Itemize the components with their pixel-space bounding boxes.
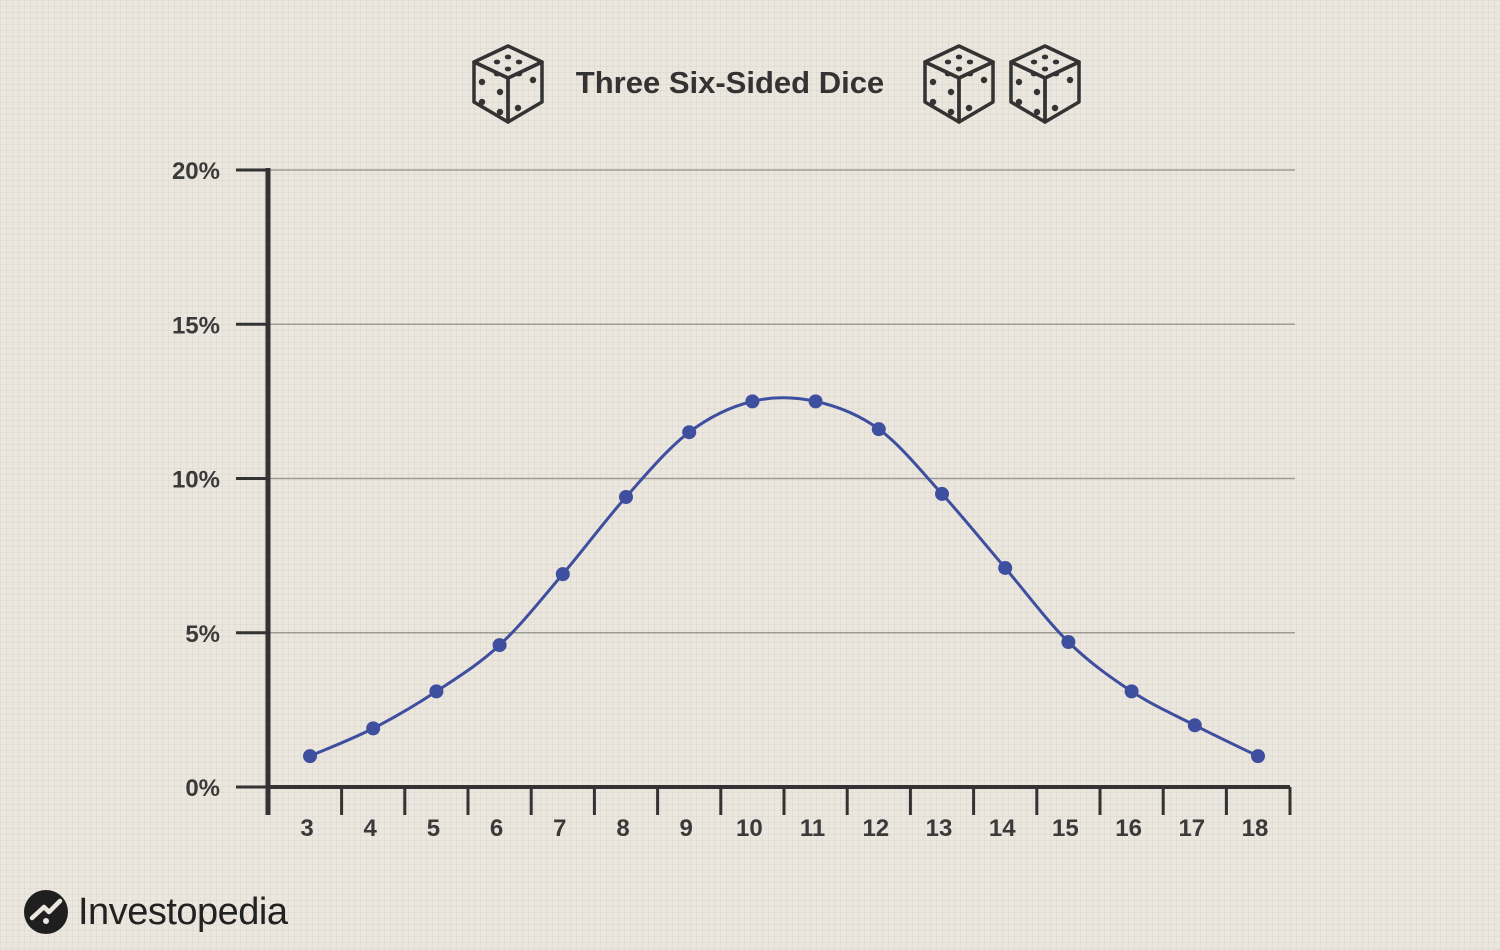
data-point: [998, 560, 1013, 575]
data-point: [366, 721, 381, 736]
data-point: [1251, 749, 1265, 764]
data-point: [682, 425, 697, 440]
die-icon: [1009, 44, 1081, 124]
x-tick-label: 12: [862, 815, 889, 842]
data-point: [935, 486, 949, 501]
brand-name: Investopedia: [78, 890, 288, 933]
data-point: [555, 567, 570, 582]
y-tick-label: 15%: [172, 312, 220, 339]
x-tick-label: 14: [989, 815, 1016, 842]
die-icon: [472, 44, 544, 124]
y-tick-label: 5%: [185, 621, 220, 648]
y-tick-label: 10%: [172, 467, 220, 494]
data-point: [1124, 684, 1139, 699]
die-icon: [923, 44, 995, 124]
x-tick-label: 8: [616, 815, 629, 842]
data-point: [429, 684, 444, 699]
data-point: [492, 638, 507, 653]
data-point: [619, 490, 633, 505]
y-tick-label: 0%: [185, 775, 220, 802]
x-tick-label: 3: [300, 815, 313, 842]
x-tick-labels: 3 4 5 6 7 8 9 10 11 12 13 14 15 16 17 18: [300, 815, 1268, 842]
y-tick-label: 20%: [172, 158, 220, 185]
data-point: [1187, 718, 1202, 733]
series: [303, 394, 1265, 764]
x-tick-label: 17: [1178, 815, 1205, 842]
x-tick-label: 5: [427, 815, 440, 842]
data-point: [871, 422, 886, 437]
axes: [236, 168, 1292, 815]
data-point: [303, 749, 317, 764]
chart-title: Three Six-Sided Dice: [576, 65, 884, 100]
x-tick-label: 6: [490, 815, 503, 842]
data-point: [745, 394, 760, 409]
chart-title-group: Three Six-Sided Dice: [472, 44, 1081, 124]
series-line: [309, 396, 1259, 758]
x-tick-label: 7: [553, 815, 566, 842]
x-tick-label: 11: [800, 815, 825, 842]
brand-logo: Investopedia: [22, 882, 288, 942]
data-point: [1061, 635, 1076, 650]
x-tick-label: 18: [1242, 815, 1269, 842]
x-tick-label: 10: [736, 815, 763, 842]
x-tick-label: 9: [680, 815, 693, 842]
x-tick-label: 16: [1115, 815, 1142, 842]
x-tick-label: 4: [364, 815, 378, 842]
gridlines: [268, 169, 1295, 634]
investopedia-logo-icon: [24, 890, 68, 934]
y-tick-labels: 0% 5% 10% 15% 20%: [172, 158, 220, 802]
x-tick-label: 13: [926, 815, 953, 842]
data-point: [808, 394, 823, 409]
x-tick-label: 15: [1052, 815, 1079, 842]
